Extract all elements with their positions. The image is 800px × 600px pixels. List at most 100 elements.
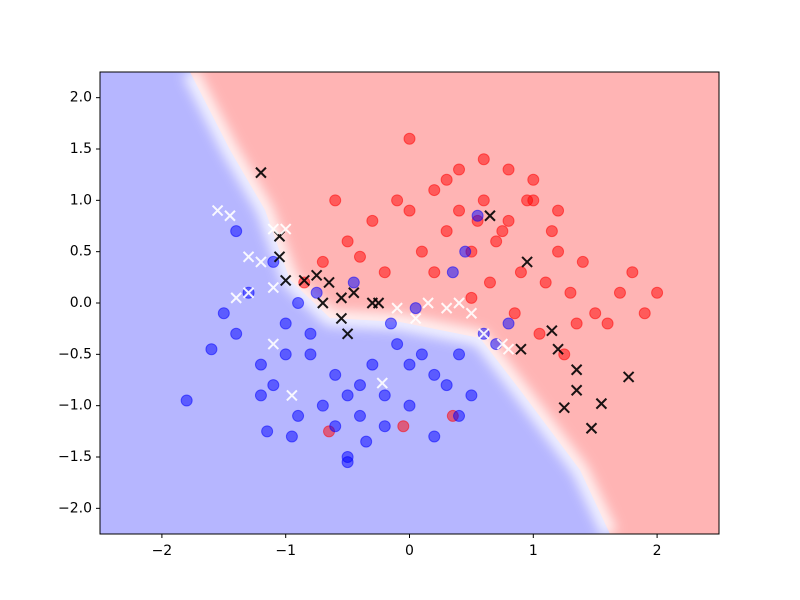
point-x	[348, 287, 360, 299]
point	[205, 343, 218, 356]
x-tick-label: 1	[529, 543, 538, 559]
point-x	[521, 256, 533, 268]
point	[521, 194, 534, 207]
point	[285, 430, 298, 443]
point	[453, 204, 466, 217]
point-x	[242, 287, 255, 299]
point	[366, 358, 379, 371]
point-x	[515, 343, 527, 355]
point	[428, 266, 441, 279]
point	[626, 266, 639, 279]
point	[378, 266, 391, 279]
point	[279, 348, 292, 361]
point	[391, 194, 404, 207]
point-x	[552, 343, 564, 355]
point-x	[255, 166, 267, 179]
plot-area	[180, 132, 664, 469]
point	[415, 348, 428, 361]
point	[465, 389, 478, 402]
point-x	[242, 251, 255, 263]
point-x	[409, 312, 422, 325]
point	[589, 307, 602, 320]
y-tick-label: −2.0	[58, 500, 92, 516]
point	[254, 389, 267, 402]
point	[440, 225, 453, 238]
point	[304, 348, 317, 361]
point	[378, 389, 391, 402]
point	[533, 327, 546, 340]
point	[254, 358, 267, 371]
point	[329, 420, 342, 433]
point-x	[341, 328, 354, 340]
point	[570, 317, 583, 330]
point-x	[478, 328, 490, 340]
point	[298, 276, 311, 289]
point	[329, 368, 342, 381]
point-x	[570, 364, 583, 376]
point	[341, 389, 354, 402]
point	[471, 209, 484, 222]
point	[459, 245, 472, 258]
point	[477, 194, 490, 207]
point-x	[298, 274, 310, 287]
point-x	[267, 281, 280, 294]
region-red	[190, 72, 719, 534]
point	[316, 399, 329, 412]
point	[403, 358, 416, 371]
point-x	[546, 325, 558, 337]
point	[539, 276, 552, 289]
point-x	[372, 297, 385, 309]
point	[329, 194, 342, 207]
point	[651, 286, 664, 299]
point	[180, 394, 193, 407]
point	[502, 317, 515, 330]
point	[292, 409, 305, 422]
point-x	[255, 256, 267, 268]
point	[483, 276, 496, 289]
point-x	[279, 274, 292, 287]
point	[496, 225, 509, 238]
point	[601, 317, 614, 330]
point	[508, 307, 521, 320]
point-x	[335, 312, 348, 325]
point	[292, 297, 305, 309]
point	[353, 250, 366, 263]
y-tick-label: 0.5	[70, 244, 92, 260]
point-x	[570, 384, 583, 396]
point	[638, 307, 651, 320]
point	[384, 317, 397, 330]
boundary	[182, 72, 618, 534]
point	[403, 399, 416, 412]
x-tick-label: 2	[653, 543, 662, 559]
point	[341, 456, 354, 469]
x-tick-label: −1	[275, 543, 296, 559]
point	[440, 173, 453, 186]
point	[347, 276, 360, 289]
point	[378, 420, 391, 433]
point	[490, 338, 503, 351]
point	[552, 204, 565, 217]
point-x	[211, 204, 224, 217]
point	[267, 379, 280, 392]
point	[490, 235, 503, 248]
point	[360, 435, 373, 448]
point	[514, 266, 527, 279]
point	[391, 338, 404, 351]
point-x	[622, 371, 635, 383]
point	[230, 225, 243, 238]
y-tick-label: 0.0	[70, 295, 92, 311]
y-tick-label: −0.5	[58, 346, 92, 362]
x-tick-label: 0	[405, 543, 414, 559]
point-x	[317, 297, 329, 309]
y-tick-label: 1.0	[70, 192, 92, 208]
point-x	[558, 402, 570, 414]
point-x	[391, 302, 403, 314]
point	[304, 327, 317, 340]
point	[552, 245, 565, 258]
point	[310, 286, 323, 299]
point	[453, 409, 466, 422]
point	[613, 286, 626, 299]
point-x	[224, 210, 236, 222]
